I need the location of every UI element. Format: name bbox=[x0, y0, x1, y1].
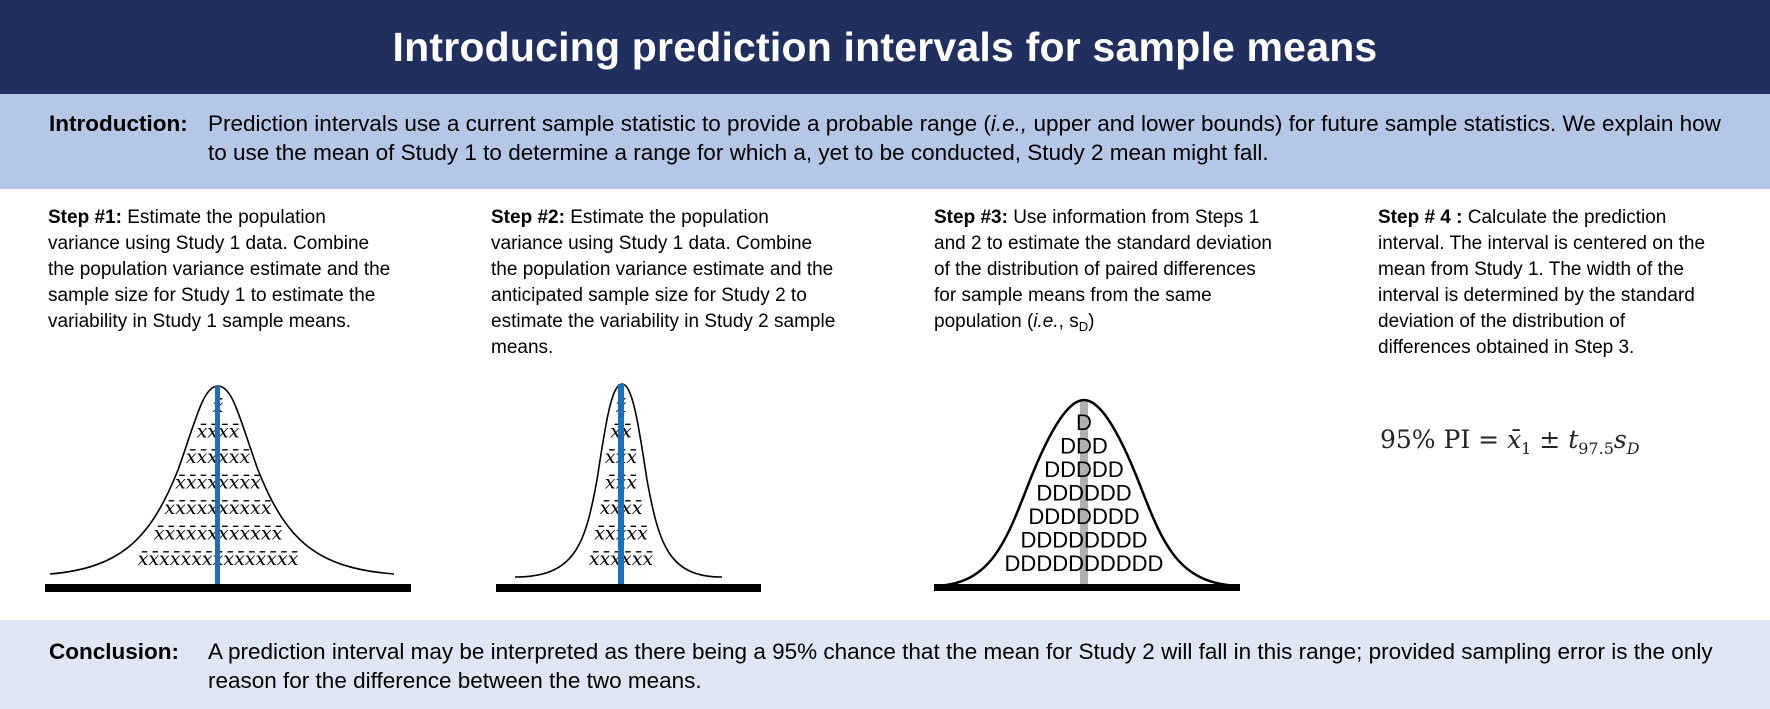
conclusion-label: Conclusion: bbox=[49, 639, 179, 664]
conclusion-text: A prediction interval may be interpreted… bbox=[208, 639, 1713, 693]
symbol-row: DDDDDDDD bbox=[1020, 528, 1147, 553]
symbol-row: DDDDDD bbox=[1036, 481, 1131, 506]
symbol-row: DDDDDDD bbox=[1028, 504, 1139, 529]
prediction-interval-formula: 95% PI = x̄1 ± t97.5sD bbox=[1380, 425, 1640, 458]
title-bar: Introducing prediction intervals for sam… bbox=[0, 0, 1770, 94]
center-line-differences bbox=[1080, 400, 1088, 586]
mean-line-study1 bbox=[215, 386, 220, 584]
baseline-study1 bbox=[45, 584, 411, 592]
introduction-label: Introduction: bbox=[49, 111, 188, 136]
step-3-text: Step #3: Use information from Steps 1 an… bbox=[934, 207, 1273, 334]
baseline-study2 bbox=[496, 584, 761, 592]
diagram-study2-means: x̄x̄x̄x̄x̄x̄x̄x̄x̄x̄x̄x̄x̄x̄x̄x̄x̄x̄x̄x̄… bbox=[496, 383, 761, 592]
baseline-differences bbox=[934, 584, 1240, 591]
introduction-text: Prediction intervals use a current sampl… bbox=[208, 111, 1721, 165]
step-1-text: Step #1: Estimate the population varianc… bbox=[48, 207, 391, 332]
step-4-text: Step # 4 : Calculate the prediction inte… bbox=[1378, 207, 1706, 358]
step-2-text: Step #2: Estimate the population varianc… bbox=[491, 207, 836, 358]
curve-differences bbox=[934, 398, 1241, 588]
symbol-row: DDDDDDDDDD bbox=[1005, 551, 1164, 576]
diagram-study1-means: x̄x̄x̄x̄x̄x̄x̄x̄x̄x̄x̄x̄x̄x̄x̄x̄x̄x̄x̄x̄… bbox=[45, 385, 411, 592]
conclusion-band: Conclusion: A prediction interval may be… bbox=[0, 620, 1770, 709]
symbol-row: DDDDD bbox=[1044, 457, 1123, 482]
symbol-row: D bbox=[1076, 410, 1092, 435]
mean-line-study2 bbox=[618, 384, 624, 584]
introduction-band: Introduction: Prediction intervals use a… bbox=[0, 94, 1770, 189]
symbol-row: DDD bbox=[1060, 434, 1108, 459]
page-title: Introducing prediction intervals for sam… bbox=[392, 23, 1378, 70]
